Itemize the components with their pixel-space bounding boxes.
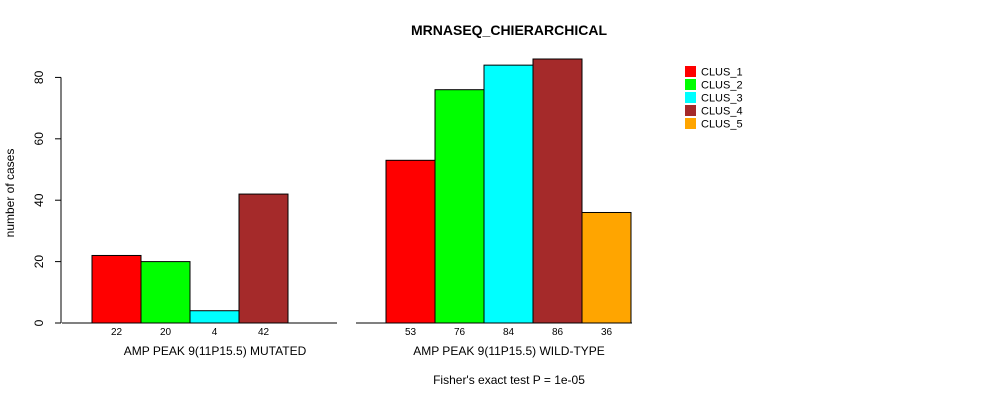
bar-clus_2 xyxy=(434,89,485,324)
group-wild-type: 53 76 84 86 36 xyxy=(356,58,632,338)
bar-clus_3 xyxy=(189,310,240,324)
fisher-test-footnote: Fisher's exact test P = 1e-05 xyxy=(433,373,585,387)
bar-clus_1 xyxy=(385,159,436,324)
bar-count-label: 86 xyxy=(552,327,564,338)
y-axis-label: number of cases xyxy=(3,149,17,238)
bar-count-label: 20 xyxy=(160,327,172,338)
bar-clus_4 xyxy=(532,58,583,324)
bar-clus_3 xyxy=(483,64,534,324)
legend-label-clus_4: CLUS_4 xyxy=(701,106,743,118)
legend-swatch-clus_5 xyxy=(685,118,696,129)
legend-label-clus_1: CLUS_1 xyxy=(701,67,743,79)
legend-label-clus_5: CLUS_5 xyxy=(701,119,743,131)
bar-count-label: 36 xyxy=(601,327,613,338)
legend-swatch-clus_1 xyxy=(685,66,696,77)
bar-clus_2 xyxy=(140,261,191,324)
bar-clus_4 xyxy=(238,193,289,324)
y-tick-label: 0 xyxy=(32,319,46,326)
group-label-mutated: AMP PEAK 9(11P15.5) MUTATED xyxy=(124,344,307,358)
group-mutated: 22 20 4 42 xyxy=(62,193,337,338)
legend-label-clus_2: CLUS_2 xyxy=(701,80,743,92)
legend-swatch-clus_2 xyxy=(685,79,696,90)
bar-count-label: 84 xyxy=(503,327,515,338)
bar-count-label: 42 xyxy=(258,327,270,338)
bar-count-label: 22 xyxy=(111,327,123,338)
y-axis: 0 20 40 60 80 xyxy=(32,70,62,326)
group-label-wild-type: AMP PEAK 9(11P15.5) WILD-TYPE xyxy=(413,344,605,358)
bar-count-label: 4 xyxy=(212,327,218,338)
y-tick-label: 60 xyxy=(32,132,46,146)
bar-count-label: 53 xyxy=(405,327,417,338)
legend-label-clus_3: CLUS_3 xyxy=(701,93,743,105)
chart-title: MRNASEQ_CHIERARCHICAL xyxy=(411,22,607,38)
legend-swatch-clus_4 xyxy=(685,105,696,116)
y-tick-label: 40 xyxy=(32,193,46,207)
y-tick-label: 80 xyxy=(32,70,46,84)
bar-clus_5 xyxy=(581,211,632,324)
bar-count-label: 76 xyxy=(454,327,466,338)
bar-clus_1 xyxy=(91,254,142,324)
y-tick-label: 20 xyxy=(32,255,46,269)
legend-swatch-clus_3 xyxy=(685,92,696,103)
